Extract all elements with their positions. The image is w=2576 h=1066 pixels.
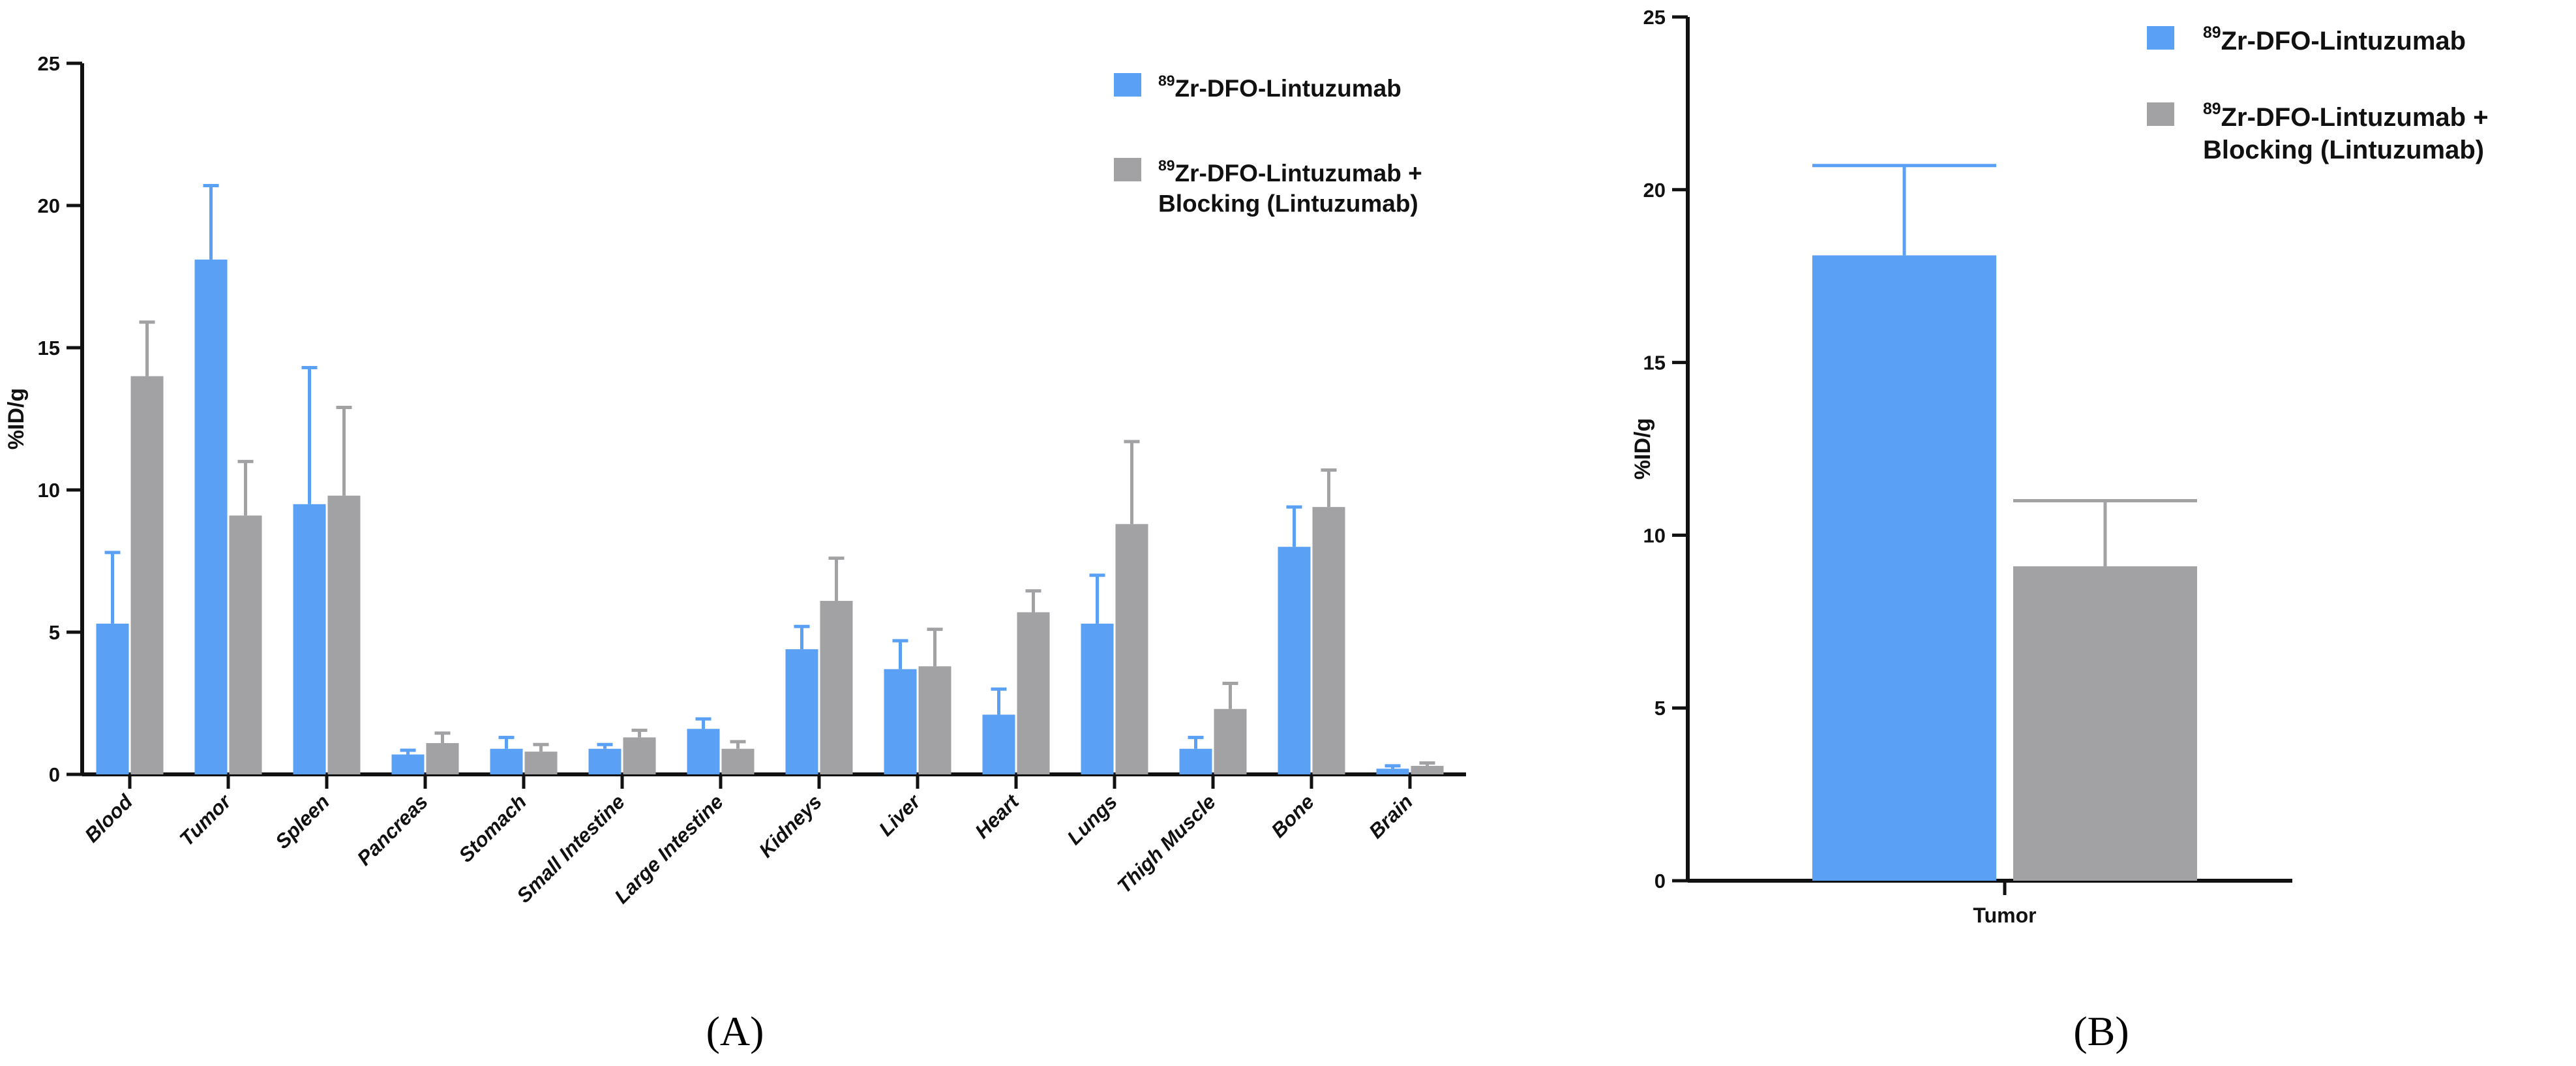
bar-1-bone	[1278, 547, 1311, 774]
bar-2-brain	[1411, 765, 1444, 774]
bar-1-thigh-muscle	[1179, 748, 1212, 774]
legend-name-series-2-line1: Zr-DFO-Lintuzumab +	[2221, 103, 2489, 132]
legend-name-series-1: Zr-DFO-Lintuzumab	[2221, 27, 2466, 55]
panel-caption: (B)	[2073, 1008, 2129, 1054]
bar-1-tumor	[194, 259, 228, 775]
y-tick-label: 25	[38, 52, 60, 75]
y-tick-label: 5	[49, 621, 60, 644]
legend-sup-series-2: 89	[2203, 100, 2221, 118]
legend-name-series-2-line2: Blocking (Lintuzumab)	[2203, 136, 2484, 164]
bar-2-heart	[1017, 612, 1050, 774]
y-tick-label: 15	[38, 337, 60, 359]
y-axis-label: %ID/g	[1630, 418, 1655, 480]
bar-1-kidneys	[785, 649, 818, 774]
x-tick-label: Blood	[80, 789, 138, 847]
legend-sup-series-2: 89	[1158, 157, 1175, 174]
y-tick-label: 0	[1655, 870, 1666, 892]
y-tick-label: 0	[49, 763, 60, 786]
legend-swatch-series-2	[2147, 102, 2174, 126]
x-tick-label: Brain	[1364, 790, 1417, 843]
bar-1-lungs	[1081, 623, 1114, 774]
bar-2-tumor	[2013, 566, 2197, 881]
legend-label-series-1: 89Zr-DFO-Lintuzumab	[2203, 24, 2466, 55]
x-tick-label: Spleen	[271, 790, 334, 853]
x-tick-label: Lungs	[1062, 790, 1122, 849]
bar-2-liver	[918, 666, 951, 774]
x-tick-label: Kidneys	[755, 790, 826, 862]
x-tick-label: Tumor	[175, 789, 236, 851]
bar-2-spleen	[327, 495, 361, 774]
bar-1-liver	[884, 669, 917, 774]
legend-swatch-series-1	[2147, 26, 2174, 50]
y-tick-label: 25	[1643, 6, 1666, 29]
bar-2-stomach	[524, 752, 558, 774]
legend-sup-series-1: 89	[1158, 72, 1175, 89]
x-tick-label: Thigh Muscle	[1113, 790, 1220, 898]
y-tick-label: 5	[1655, 697, 1666, 720]
panel-b-chart: 0510152025%ID/gTumor89Zr-DFO-Lintuzumab8…	[1630, 6, 2489, 1054]
legend-label-series-1: 89Zr-DFO-Lintuzumab	[1158, 72, 1401, 102]
y-tick-label: 20	[38, 194, 60, 217]
panel-caption: (A)	[706, 1008, 764, 1054]
legend-name-series-1: Zr-DFO-Lintuzumab	[1175, 75, 1401, 102]
y-axis-label: %ID/g	[4, 388, 29, 449]
legend-label-series-2: 89Zr-DFO-Lintuzumab +	[2203, 100, 2489, 132]
bar-1-pancreas	[391, 754, 425, 774]
legend-swatch-series-2	[1114, 158, 1141, 181]
bar-2-pancreas	[426, 743, 459, 774]
bar-1-stomach	[490, 748, 523, 774]
y-tick-label: 10	[38, 479, 60, 502]
bar-2-blood	[130, 376, 164, 774]
x-tick-label: Heart	[970, 789, 1024, 843]
bar-2-small-intestine	[623, 737, 656, 774]
bar-2-kidneys	[820, 601, 853, 774]
bar-1-spleen	[293, 504, 326, 774]
y-tick-label: 20	[1643, 179, 1666, 202]
bar-1-small-intestine	[588, 748, 622, 774]
bar-2-bone	[1312, 507, 1345, 774]
x-tick-label: Stomach	[455, 790, 531, 866]
bar-1-large-intestine	[687, 729, 720, 774]
x-tick-label: Liver	[875, 789, 926, 841]
bar-2-thigh-muscle	[1214, 708, 1247, 774]
x-tick-label: Tumor	[1973, 904, 2036, 927]
legend-name-series-2-line2: Blocking (Lintuzumab)	[1158, 190, 1418, 217]
legend-label-series-2: 89Zr-DFO-Lintuzumab +	[1158, 157, 1422, 187]
legend-swatch-series-1	[1114, 73, 1141, 97]
legend-name-series-2-line1: Zr-DFO-Lintuzumab +	[1175, 160, 1422, 187]
bar-2-large-intestine	[721, 748, 755, 774]
x-tick-label: Pancreas	[353, 790, 432, 870]
x-tick-label: Bone	[1266, 790, 1319, 842]
y-tick-label: 10	[1643, 524, 1666, 547]
panel-a-chart: 0 5 10 15 20 25 %ID/g Blood Tumor Spleen Pancreas S…	[4, 52, 1466, 1054]
bar-1-brain	[1376, 769, 1409, 774]
bar-1-blood	[96, 623, 129, 774]
y-tick-label: 15	[1643, 352, 1666, 374]
bar-1-tumor	[1812, 255, 1996, 881]
bar-2-lungs	[1115, 524, 1148, 774]
bar-2-tumor	[229, 515, 262, 774]
legend-sup-series-1: 89	[2203, 24, 2221, 42]
bar-1-heart	[982, 714, 1015, 774]
